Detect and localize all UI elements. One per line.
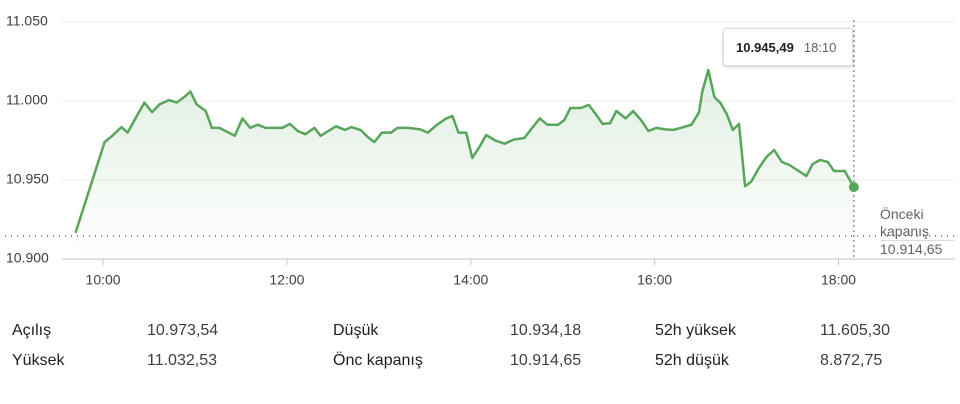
previous-close: Önceki kapanış 10.914,65 [880, 206, 955, 258]
x-tick-label: 14:00 [453, 272, 488, 288]
stat-value: 10.914,65 [510, 352, 582, 369]
stat-value: 10.973,54 [147, 322, 219, 339]
stat-label: Açılış [12, 322, 52, 339]
stat-value: 11.605,30 [820, 322, 890, 339]
tooltip: 10.945,49 18:10 [723, 28, 853, 66]
stat-value: 10.934,18 [510, 322, 582, 339]
stat-label: Yüksek [12, 352, 65, 369]
last-point [848, 182, 859, 193]
stat-label: 52h düşük [655, 352, 729, 369]
y-tick-label: 11.050 [6, 13, 48, 29]
y-tick-label: 11.000 [6, 92, 48, 108]
price-line [74, 68, 855, 234]
previous-close-value: 10.914,65 [880, 241, 943, 257]
area [75, 70, 854, 259]
stat-label: Önc kapanış [333, 352, 423, 369]
x-tick-label: 12:00 [269, 272, 304, 288]
stat-label: 52h yüksek [655, 322, 736, 339]
previous-close-label: Önceki kapanış [880, 206, 955, 241]
x-tick-label: 10:00 [86, 272, 121, 288]
stat-value: 11.032,53 [147, 352, 217, 369]
y-tick-label: 10.900 [6, 250, 49, 266]
tooltip-price: 10.945,49 [736, 39, 794, 55]
x-tick-label: 18:00 [821, 272, 856, 288]
y-tick-label: 10.950 [6, 171, 49, 187]
stat-label: Düşük [333, 322, 379, 339]
chart: 10.900 10.950 11.000 11.050 10:00 12:00 14:00 1… [5, 13, 955, 288]
x-tick-label: 16:00 [637, 272, 672, 288]
tooltip-time: 18:10 [803, 39, 837, 55]
stat-value: 8.872,75 [820, 352, 883, 369]
